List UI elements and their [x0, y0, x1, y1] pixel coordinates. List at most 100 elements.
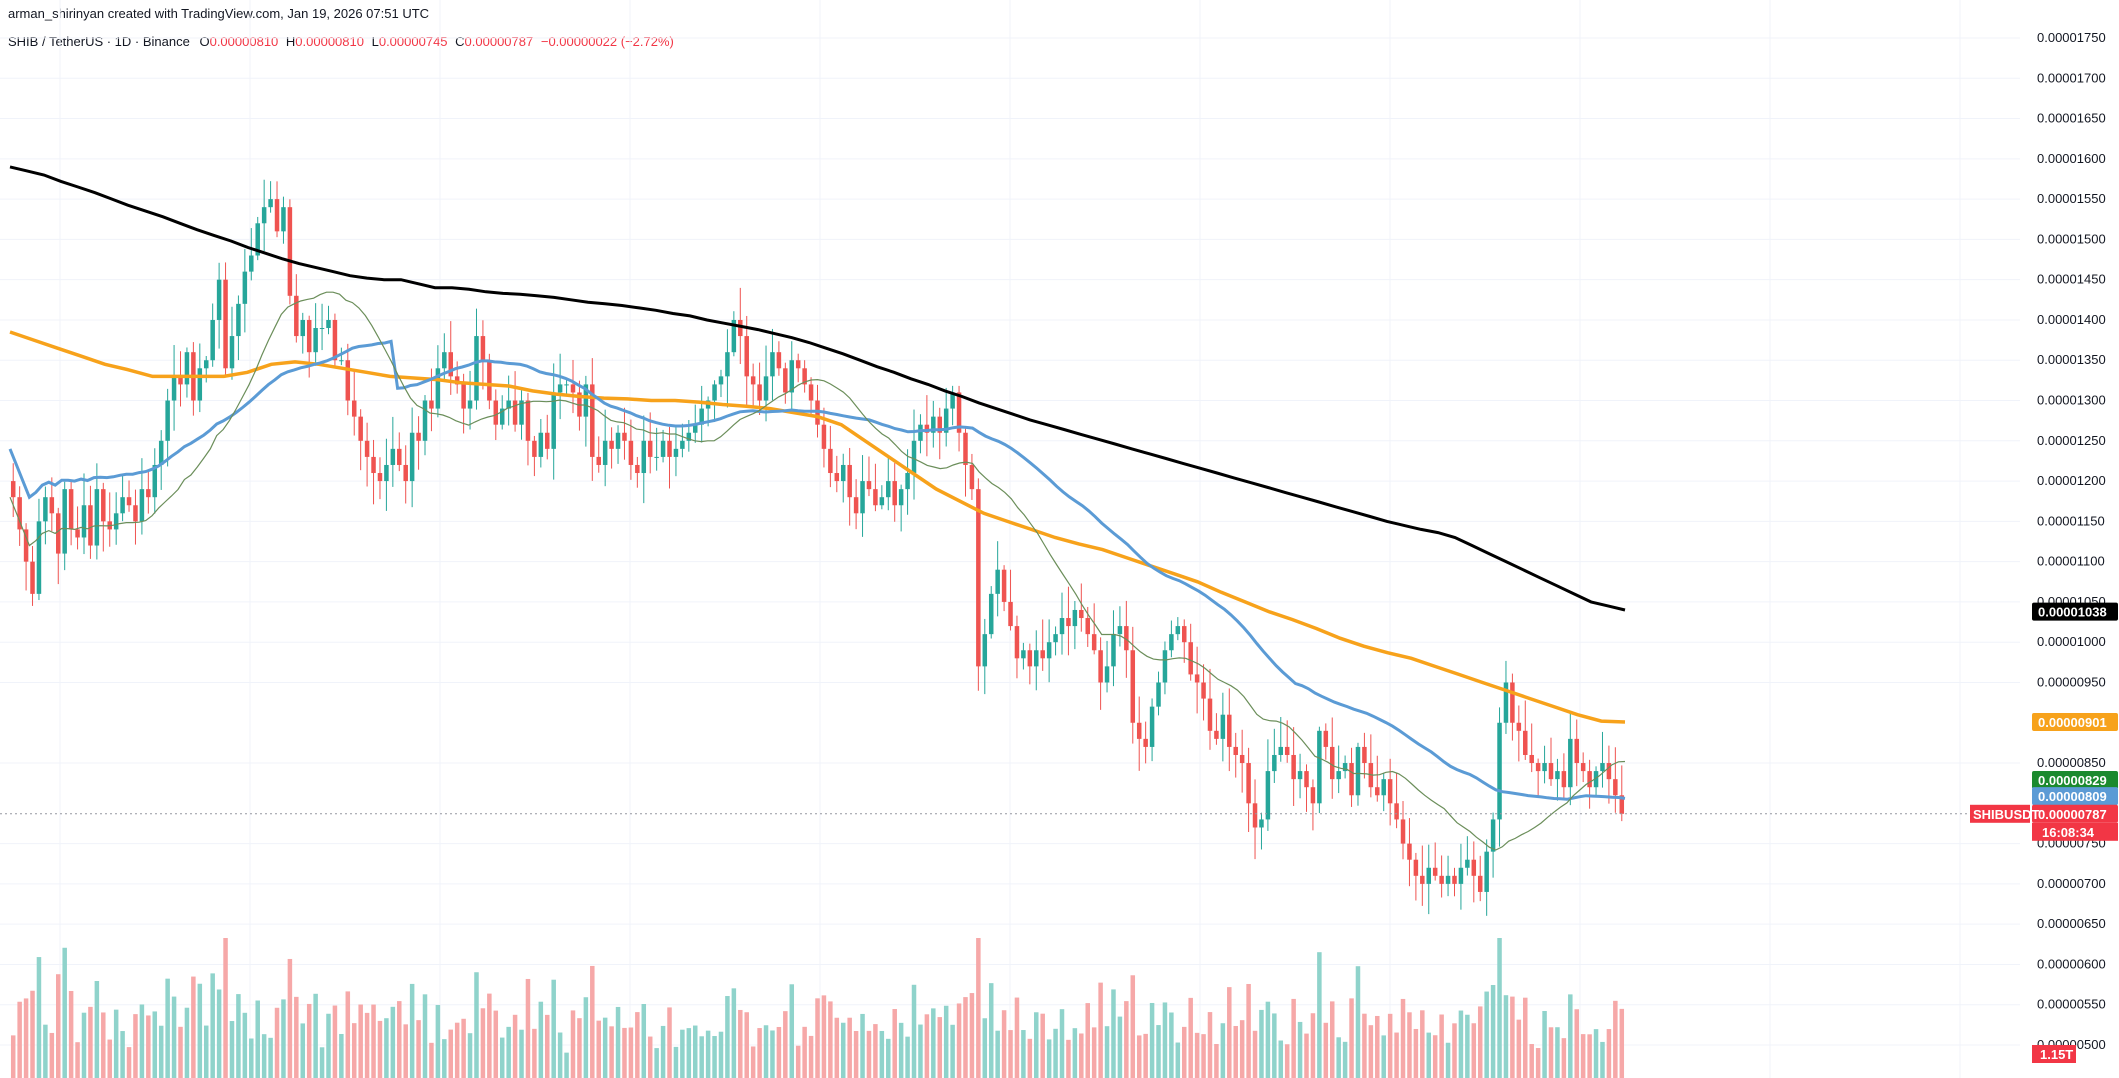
candle-body[interactable]: [532, 440, 537, 457]
candle-body[interactable]: [1111, 634, 1116, 667]
candle-body[interactable]: [255, 223, 260, 256]
candle-body[interactable]: [1555, 771, 1560, 780]
candle-body[interactable]: [1265, 771, 1271, 820]
candle-body[interactable]: [1439, 875, 1444, 884]
candle-body[interactable]: [384, 464, 389, 482]
candle-body[interactable]: [1027, 650, 1033, 667]
candle-body[interactable]: [1606, 763, 1612, 780]
candle-body[interactable]: [1349, 763, 1354, 796]
candle-body[interactable]: [1034, 650, 1039, 667]
candle-body[interactable]: [1510, 682, 1515, 723]
candle-body[interactable]: [158, 440, 164, 465]
candle-body[interactable]: [1291, 754, 1296, 780]
candle-body[interactable]: [789, 360, 795, 393]
candle-body[interactable]: [680, 440, 685, 449]
candle-body[interactable]: [635, 464, 640, 474]
candlesticks[interactable]: [10, 179, 1625, 916]
candle-body[interactable]: [808, 384, 814, 401]
candle-body[interactable]: [493, 400, 499, 425]
candle-body[interactable]: [313, 328, 318, 353]
candle-body[interactable]: [750, 376, 756, 385]
candle-body[interactable]: [1239, 754, 1245, 764]
candle-body[interactable]: [660, 440, 666, 457]
candle-body[interactable]: [538, 432, 544, 457]
candle-body[interactable]: [795, 360, 801, 369]
candle-body[interactable]: [62, 489, 67, 554]
candle-body[interactable]: [94, 489, 100, 546]
candle-body[interactable]: [364, 440, 370, 457]
candle-body[interactable]: [1259, 819, 1264, 828]
candle-body[interactable]: [487, 360, 492, 401]
candle-body[interactable]: [1420, 875, 1425, 884]
candle-body[interactable]: [474, 336, 479, 401]
candle-body[interactable]: [351, 400, 357, 417]
candle-body[interactable]: [1355, 746, 1361, 796]
candle-body[interactable]: [596, 456, 601, 465]
candle-body[interactable]: [1329, 746, 1335, 780]
candle-body[interactable]: [178, 376, 183, 385]
candle-body[interactable]: [1284, 746, 1290, 755]
candle-body[interactable]: [570, 384, 576, 393]
candle-body[interactable]: [287, 207, 293, 296]
candle-body[interactable]: [133, 505, 138, 522]
candle-body[interactable]: [988, 593, 994, 635]
candle-body[interactable]: [1600, 763, 1605, 772]
candle-body[interactable]: [300, 319, 306, 337]
candle-body[interactable]: [442, 352, 447, 369]
candle-body[interactable]: [1233, 746, 1238, 755]
candle-body[interactable]: [1175, 626, 1181, 635]
candle-body[interactable]: [860, 481, 865, 514]
candle-body[interactable]: [1149, 706, 1155, 747]
candle-body[interactable]: [738, 319, 743, 337]
candle-body[interactable]: [969, 464, 975, 490]
candle-body[interactable]: [1471, 859, 1477, 876]
candle-body[interactable]: [113, 513, 119, 530]
candle-body[interactable]: [1548, 763, 1554, 780]
candle-body[interactable]: [43, 497, 48, 522]
candle-body[interactable]: [223, 279, 228, 369]
candle-body[interactable]: [1214, 730, 1219, 739]
candle-body[interactable]: [171, 376, 177, 401]
candle-body[interactable]: [1201, 682, 1206, 699]
candle-body[interactable]: [1304, 771, 1309, 788]
candle-body[interactable]: [10, 481, 16, 498]
candle-body[interactable]: [236, 303, 241, 337]
candle-body[interactable]: [783, 368, 788, 393]
candle-body[interactable]: [242, 271, 248, 304]
candle-body[interactable]: [1207, 698, 1213, 731]
candle-body[interactable]: [905, 473, 910, 490]
candle-body[interactable]: [1143, 738, 1148, 747]
candle-body[interactable]: [847, 464, 852, 498]
candle-body[interactable]: [75, 529, 80, 538]
candle-body[interactable]: [1336, 771, 1341, 780]
candle-body[interactable]: [68, 489, 74, 530]
candle-body[interactable]: [853, 497, 859, 514]
candle-body[interactable]: [699, 408, 704, 425]
candle-body[interactable]: [261, 207, 267, 224]
candle-body[interactable]: [1619, 795, 1625, 814]
candle-body[interactable]: [1516, 722, 1522, 731]
candle-body[interactable]: [1021, 650, 1026, 659]
candle-body[interactable]: [763, 376, 769, 401]
candle-body[interactable]: [435, 368, 441, 409]
candle-body[interactable]: [602, 440, 608, 465]
candle-body[interactable]: [146, 489, 151, 498]
candle-body[interactable]: [931, 416, 936, 433]
candle-body[interactable]: [1445, 875, 1451, 884]
candle-body[interactable]: [879, 497, 885, 506]
candle-body[interactable]: [834, 473, 840, 482]
candle-body[interactable]: [416, 432, 421, 441]
candle-body[interactable]: [1278, 746, 1284, 755]
candle-body[interactable]: [828, 448, 833, 474]
candle-body[interactable]: [1079, 609, 1084, 619]
candle-body[interactable]: [345, 360, 351, 401]
candle-body[interactable]: [1362, 746, 1367, 764]
candle-body[interactable]: [422, 400, 428, 441]
candle-body[interactable]: [1387, 779, 1393, 804]
candle-body[interactable]: [551, 392, 556, 449]
candle-body[interactable]: [1130, 650, 1136, 723]
candle-body[interactable]: [216, 279, 222, 320]
candle-body[interactable]: [1613, 779, 1618, 796]
candle-body[interactable]: [583, 384, 589, 417]
candle-body[interactable]: [943, 408, 949, 433]
